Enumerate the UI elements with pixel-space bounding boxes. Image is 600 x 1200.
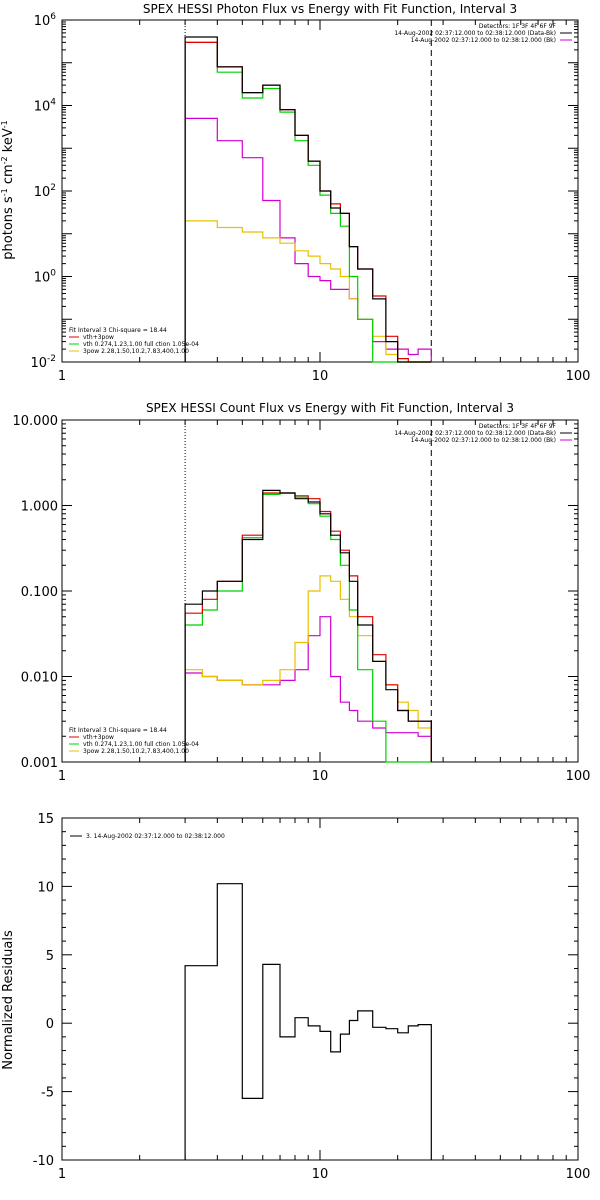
series-line-vth [184, 41, 432, 363]
y-tick-label: 0 [46, 1017, 54, 1032]
legend-top-text: Detectors: 1F 3F 4F 6F 9F [479, 23, 557, 30]
legend-bottom-text: Fit Interval 3 Chi-square = 18.44 [69, 727, 167, 734]
series-line-residual [184, 883, 432, 1160]
photon-ylabel-part1: photons s [1, 196, 16, 260]
legend-top-text: 14-Aug-2002 02:37:12.000 to 02:38:12.000… [411, 437, 556, 444]
legend-top-text: 14-Aug-2002 02:37:12.000 to 02:38:12.000… [394, 30, 556, 37]
x-tick-label: 1 [58, 1167, 66, 1182]
y-tick-label: 100 [34, 269, 57, 286]
y-tick-label: 0.001 [21, 756, 58, 771]
y-tick-label: 10.000 [13, 414, 59, 429]
series-line-vth-3pow [184, 41, 432, 363]
x-tick-label: 100 [566, 769, 591, 784]
count-flux-panel: SPEX HESSI Count Flux vs Energy with Fit… [13, 401, 591, 784]
y-tick-label: 5 [46, 949, 54, 964]
legend-bottom-text: Fit Interval 3 Chi-square = 18.44 [69, 327, 167, 334]
x-tick-label: 100 [566, 369, 591, 384]
photon-ylabel-exp2: -2 [0, 156, 9, 164]
series-line-data-bk [184, 489, 432, 762]
legend-top-text: 14-Aug-2002 02:37:12.000 to 02:38:12.000… [411, 37, 556, 44]
y-tick-label: 10 [37, 880, 54, 895]
y-tick-label: -5 [41, 1086, 54, 1101]
photon-ylabel-exp1: -1 [0, 188, 9, 196]
y-tick-label: 102 [34, 183, 56, 200]
y-tick-label: 104 [34, 98, 57, 115]
photon-y-axis-label: photons s-1 cm-2 keV-1 [0, 120, 16, 259]
x-tick-label: 10 [312, 769, 329, 784]
photon-chart-title: SPEX HESSI Photon Flux vs Energy with Fi… [143, 2, 517, 16]
legend-bottom-text: vth+3pow [83, 734, 114, 741]
series-line-data-bk [184, 36, 432, 363]
photon-ylabel-exp3: -1 [0, 120, 9, 128]
residuals-panel: Normalized Residuals 1 10 100 15 10 5 0 -5 -10 3.… [1, 812, 590, 1182]
legend-top-text: 14-Aug-2002 02:37:12.000 to 02:38:12.000… [394, 430, 556, 437]
y-tick-label: 106 [34, 12, 57, 29]
x-tick-label: 100 [566, 1167, 591, 1182]
legend-bottom-text: vth 0.274,1.23,1.00 full ction 1.05e-04 [83, 741, 199, 748]
legend-bottom-text: 3pow 2.28,1.50,10.2,7.83,400,1.00 [83, 348, 189, 355]
y-tick-label: 0.010 [21, 671, 58, 686]
y-tick-label: 0.100 [21, 585, 58, 600]
x-tick-label: 1 [58, 369, 66, 384]
residuals-y-axis-label: Normalized Residuals [1, 930, 16, 1070]
y-tick-label: -10 [33, 1154, 54, 1169]
y-tick-label: 15 [37, 812, 54, 827]
y-tick-label: 10-2 [30, 354, 56, 371]
legend-bottom-text: 3pow 2.28,1.50,10.2,7.83,400,1.00 [83, 748, 189, 755]
count-chart-title: SPEX HESSI Count Flux vs Energy with Fit… [146, 401, 514, 415]
x-tick-label: 10 [312, 369, 329, 384]
photon-ylabel-part2: cm [1, 164, 16, 188]
y-tick-label: 1.000 [21, 500, 58, 515]
x-tick-label: 1 [58, 769, 66, 784]
series-line-bk [184, 117, 432, 362]
legend-bottom-text: vth 0.274,1.23,1.00 full ction 1.05e-04 [83, 341, 199, 348]
series-line-3pow [184, 220, 432, 363]
residual-legend-text: 3. 14-Aug-2002 02:37:12.000 to 02:38:12.… [86, 833, 225, 840]
photon-ylabel-part3: keV [1, 128, 16, 156]
svg-text:photons s-1 cm-2 keV-1: photons s-1 cm-2 keV-1 [0, 120, 16, 259]
legend-top-text: Detectors: 1F 3F 4F 6F 9F [479, 423, 557, 430]
x-tick-label: 10 [312, 1167, 329, 1182]
plot-frame-3 [61, 817, 579, 1161]
legend-bottom-text: vth+3pow [83, 334, 114, 341]
photon-flux-panel: SPEX HESSI Photon Flux vs Energy with Fi… [0, 2, 590, 384]
